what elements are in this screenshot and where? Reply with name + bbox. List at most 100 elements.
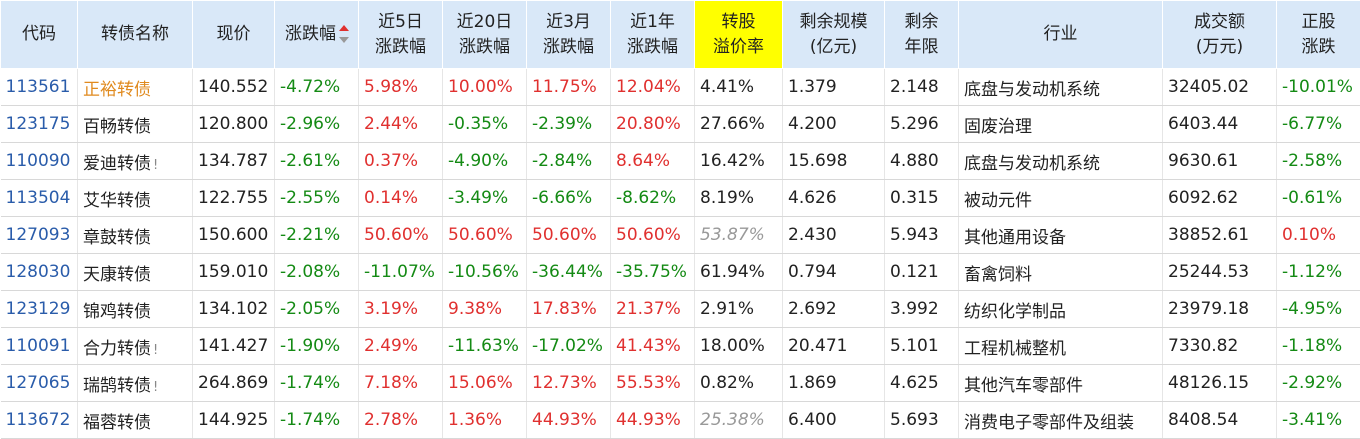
cell-d20: -10.56%	[442, 253, 527, 291]
col-years[interactable]: 剩余 年限	[884, 0, 959, 69]
table-row[interactable]: 110091 合力转债! 141.427 -1.90% 2.49% -11.63% -17.…	[0, 327, 1360, 365]
cell-price: 140.552	[192, 68, 275, 106]
col-code-label: 代码	[22, 24, 56, 44]
col-price-label: 现价	[216, 24, 251, 44]
cell-code[interactable]: 110090	[0, 142, 78, 180]
col-20d-label-1: 近20日	[456, 11, 513, 32]
cell-chg: -1.74%	[274, 401, 359, 439]
table-row[interactable]: 128030 天康转债 159.010 -2.08% -11.07% -10.56% -36…	[0, 253, 1360, 291]
cell-code[interactable]: 123175	[0, 105, 78, 143]
table-row[interactable]: 123129 锦鸡转债 134.102 -2.05% 3.19% 9.38% 17.83% 2…	[0, 290, 1360, 328]
col-price[interactable]: 现价	[192, 0, 275, 69]
col-1y[interactable]: 近1年 涨跌幅	[610, 0, 695, 69]
cell-stock: -10.01%	[1276, 68, 1360, 106]
cell-scale: 2.430	[782, 216, 885, 254]
col-name[interactable]: 转债名称	[77, 0, 193, 69]
cell-code[interactable]: 113504	[0, 179, 78, 217]
table-row[interactable]: 127093 章鼓转债 150.600 -2.21% 50.60% 50.60% 50.60…	[0, 216, 1360, 254]
col-industry[interactable]: 行业	[958, 0, 1163, 69]
cell-code[interactable]: 113672	[0, 401, 78, 439]
cell-name[interactable]: 章鼓转债	[77, 216, 193, 254]
cell-d5: 2.44%	[358, 105, 443, 143]
col-20d[interactable]: 近20日 涨跌幅	[442, 0, 527, 69]
col-1y-label-2: 涨跌幅	[627, 36, 678, 57]
cell-years: 0.315	[884, 179, 959, 217]
cell-y1: 41.43%	[610, 327, 695, 365]
cell-price: 150.600	[192, 216, 275, 254]
col-scale-label-1: 剩余规模	[799, 11, 868, 32]
cell-years: 5.943	[884, 216, 959, 254]
table-row[interactable]: 110090 爱迪转债! 134.787 -2.61% 0.37% -4.90% -2.84…	[0, 142, 1360, 180]
bond-name[interactable]: 爱迪转债	[83, 153, 151, 174]
table-row[interactable]: 127065 瑞鹄转债! 264.869 -1.74% 7.18% 15.06% 12.73…	[0, 364, 1360, 402]
col-premium[interactable]: 转股 溢价率	[694, 0, 783, 69]
cell-scale: 0.794	[782, 253, 885, 291]
cell-years: 5.296	[884, 105, 959, 143]
cell-price: 122.755	[192, 179, 275, 217]
cell-prem: 0.82%	[694, 364, 783, 402]
cell-prem: 61.94%	[694, 253, 783, 291]
cell-scale: 2.692	[782, 290, 885, 328]
cell-stock: -0.61%	[1276, 179, 1360, 217]
col-change[interactable]: 涨跌幅	[274, 0, 359, 69]
cell-name[interactable]: 瑞鹄转债!	[77, 364, 193, 402]
cell-d5: 2.49%	[358, 327, 443, 365]
cell-name[interactable]: 合力转债!	[77, 327, 193, 365]
cell-turnover: 38852.61	[1162, 216, 1277, 254]
bond-name[interactable]: 瑞鹄转债	[83, 375, 151, 396]
cell-d5: 5.98%	[358, 68, 443, 106]
col-turnover[interactable]: 成交额 (万元)	[1162, 0, 1277, 69]
cell-y1: 21.37%	[610, 290, 695, 328]
cell-d5: 2.78%	[358, 401, 443, 439]
cell-code[interactable]: 127093	[0, 216, 78, 254]
cell-industry: 纺织化学制品	[958, 290, 1163, 328]
cell-prem: 53.87%	[694, 216, 783, 254]
cell-code[interactable]: 127065	[0, 364, 78, 402]
cell-years: 5.101	[884, 327, 959, 365]
cell-code[interactable]: 123129	[0, 290, 78, 328]
bond-name[interactable]: 百畅转债	[83, 116, 151, 137]
cell-price: 144.925	[192, 401, 275, 439]
bond-name[interactable]: 合力转债	[83, 338, 151, 359]
cell-name[interactable]: 天康转债	[77, 253, 193, 291]
cell-y1: -8.62%	[610, 179, 695, 217]
cell-name[interactable]: 爱迪转债!	[77, 142, 193, 180]
cell-code[interactable]: 128030	[0, 253, 78, 291]
cell-name[interactable]: 福蓉转债	[77, 401, 193, 439]
cell-stock: 0.10%	[1276, 216, 1360, 254]
cell-name[interactable]: 锦鸡转债	[77, 290, 193, 328]
cell-chg: -2.21%	[274, 216, 359, 254]
col-scale[interactable]: 剩余规模 (亿元)	[782, 0, 885, 69]
cell-code[interactable]: 113561	[0, 68, 78, 106]
table-row[interactable]: 113504 艾华转债 122.755 -2.55% 0.14% -3.49% -6.66%…	[0, 179, 1360, 217]
cell-m3: -36.44%	[526, 253, 611, 291]
cell-scale: 4.626	[782, 179, 885, 217]
cell-scale: 20.471	[782, 327, 885, 365]
bond-name[interactable]: 艾华转债	[83, 190, 151, 211]
bond-name[interactable]: 章鼓转债	[83, 227, 151, 248]
cell-name[interactable]: 艾华转债	[77, 179, 193, 217]
cell-chg: -2.08%	[274, 253, 359, 291]
table-row[interactable]: 123175 百畅转债 120.800 -2.96% 2.44% -0.35% -2.39%…	[0, 105, 1360, 143]
col-5d[interactable]: 近5日 涨跌幅	[358, 0, 443, 69]
bond-name[interactable]: 锦鸡转债	[83, 301, 151, 322]
bond-name[interactable]: 正裕转债	[83, 79, 151, 100]
table-row[interactable]: 113672 福蓉转债 144.925 -1.74% 2.78% 1.36% 44.93% 4…	[0, 401, 1360, 439]
cell-m3: -6.66%	[526, 179, 611, 217]
cell-scale: 4.200	[782, 105, 885, 143]
table-row[interactable]: 113561 正裕转债 140.552 -4.72% 5.98% 10.00% 11.75%…	[0, 68, 1360, 106]
col-code[interactable]: 代码	[0, 0, 78, 69]
cell-scale: 1.869	[782, 364, 885, 402]
col-stock-change[interactable]: 正股 涨跌	[1276, 0, 1360, 69]
cell-industry: 消费电子零部件及组装	[958, 401, 1163, 439]
col-3m[interactable]: 近3月 涨跌幅	[526, 0, 611, 69]
bond-name[interactable]: 福蓉转债	[83, 412, 151, 433]
cell-m3: 44.93%	[526, 401, 611, 439]
col-premium-label-1: 转股	[721, 11, 756, 32]
cell-m3: 11.75%	[526, 68, 611, 106]
bond-name[interactable]: 天康转债	[83, 264, 151, 285]
cell-price: 120.800	[192, 105, 275, 143]
cell-code[interactable]: 110091	[0, 327, 78, 365]
cell-name[interactable]: 正裕转债	[77, 68, 193, 106]
cell-name[interactable]: 百畅转债	[77, 105, 193, 143]
